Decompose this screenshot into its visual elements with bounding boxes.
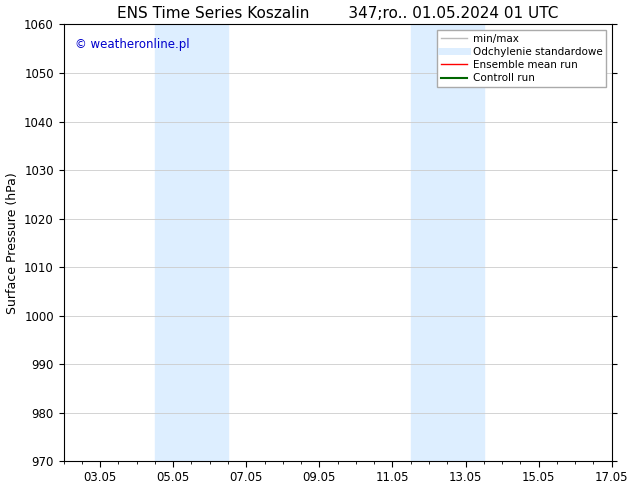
Text: © weatheronline.pl: © weatheronline.pl <box>75 38 189 50</box>
Title: ENS Time Series Koszalin        347;ro.. 01.05.2024 01 UTC: ENS Time Series Koszalin 347;ro.. 01.05.… <box>117 5 559 21</box>
Bar <box>411 24 484 461</box>
Bar <box>155 24 228 461</box>
Legend: min/max, Odchylenie standardowe, Ensemble mean run, Controll run: min/max, Odchylenie standardowe, Ensembl… <box>437 30 607 87</box>
Y-axis label: Surface Pressure (hPa): Surface Pressure (hPa) <box>6 172 18 314</box>
